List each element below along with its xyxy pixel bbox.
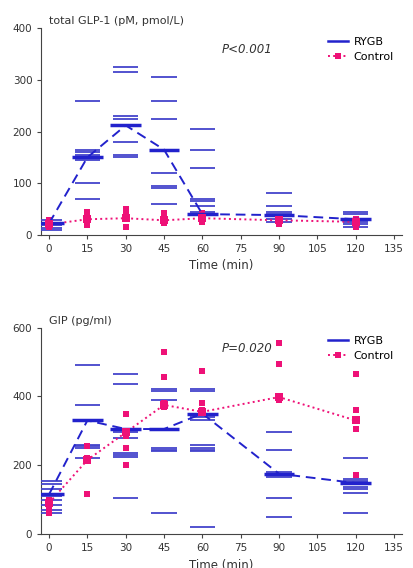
Text: P=0.020: P=0.020: [221, 342, 272, 355]
Legend: RYGB, Control: RYGB, Control: [325, 34, 395, 64]
Text: GIP (pg/ml): GIP (pg/ml): [48, 315, 111, 325]
Legend: RYGB, Control: RYGB, Control: [325, 333, 395, 364]
Text: P<0.001: P<0.001: [221, 43, 272, 56]
Text: total GLP-1 (pM, pmol/L): total GLP-1 (pM, pmol/L): [48, 16, 183, 26]
X-axis label: Time (min): Time (min): [189, 260, 253, 272]
X-axis label: Time (min): Time (min): [189, 558, 253, 568]
